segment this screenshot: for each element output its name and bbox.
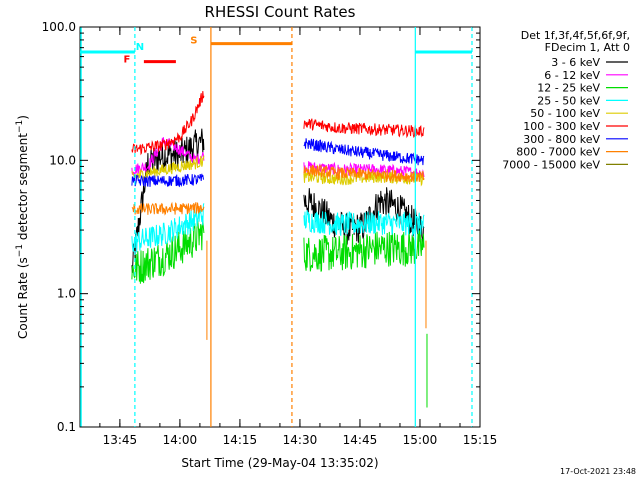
x-tick-label: 15:00 <box>403 433 438 447</box>
legend-header-line-1: Det 1f,3f,4f,5f,6f,9f, <box>521 29 630 42</box>
annotation-label: N <box>136 42 144 53</box>
legend-entry-label: 3 - 6 keV <box>551 56 600 69</box>
y-tick-label: 10.0 <box>49 153 76 167</box>
legend-entry-label: 800 - 7000 keV <box>516 146 600 159</box>
x-axis-label: Start Time (29-May-04 13:35:02) <box>181 456 378 470</box>
x-tick-label: 13:45 <box>103 433 138 447</box>
y-tick-label: 100.0 <box>42 20 76 34</box>
generation-timestamp: 17-Oct-2021 23:48 <box>560 467 636 476</box>
y-axis-label-part-2: detector segment <box>16 133 30 244</box>
data-layer <box>131 91 425 284</box>
legend-entry-label: 25 - 50 keV <box>537 94 600 107</box>
series-line <box>131 91 205 156</box>
series-line <box>303 171 425 187</box>
series-line <box>131 128 205 273</box>
y-axis-label-exponent-1: −1 <box>15 244 25 257</box>
y-axis-label: Count Rate (s−1 detector segment−1) <box>15 115 30 339</box>
series-line <box>303 230 425 272</box>
x-tick-label: 14:15 <box>223 433 258 447</box>
series-line <box>303 210 425 236</box>
legend-entry-label: 100 - 300 keV <box>523 120 600 133</box>
x-tick-label: 15:15 <box>463 433 498 447</box>
legend: Det 1f,3f,4f,5f,6f,9f, FDecim 1, Att 0 3… <box>502 29 630 171</box>
series-line <box>131 201 205 216</box>
x-tick-label: 14:00 <box>163 433 198 447</box>
series-line <box>303 164 425 183</box>
series-line <box>303 187 425 245</box>
series-line <box>131 173 205 188</box>
x-tick-label: 14:45 <box>343 433 378 447</box>
y-axis-label-exponent-2: −1 <box>15 120 25 133</box>
marker-layer: NF S <box>80 27 473 427</box>
legend-header-line-2: FDecim 1, Att 0 <box>545 41 630 54</box>
legend-entry-label: 12 - 25 keV <box>537 82 600 95</box>
series-line <box>131 219 205 284</box>
y-tick-label: 1.0 <box>57 287 76 301</box>
y-tick-label: 0.1 <box>57 420 76 434</box>
axis-layer: 13:45 14:00 14:15 14:30 14:45 15:00 15:15 0.1 1.… <box>42 20 498 447</box>
annotation-label: S <box>190 36 197 47</box>
legend-entry-label: 7000 - 15000 keV <box>502 158 600 171</box>
legend-entry-label: 50 - 100 keV <box>530 107 600 120</box>
series-line <box>303 138 425 166</box>
legend-entry-label: 6 - 12 keV <box>544 69 600 82</box>
legend-entry-label: 300 - 800 keV <box>523 133 600 146</box>
y-axis-label-part-3: ) <box>16 115 30 120</box>
series-line <box>303 118 425 139</box>
series-line <box>131 203 205 253</box>
chart-title: RHESSI Count Rates <box>205 3 356 21</box>
y-axis-label-part-1: Count Rate (s <box>16 257 30 339</box>
x-tick-label: 14:30 <box>283 433 318 447</box>
annotation-label: F <box>123 55 130 66</box>
